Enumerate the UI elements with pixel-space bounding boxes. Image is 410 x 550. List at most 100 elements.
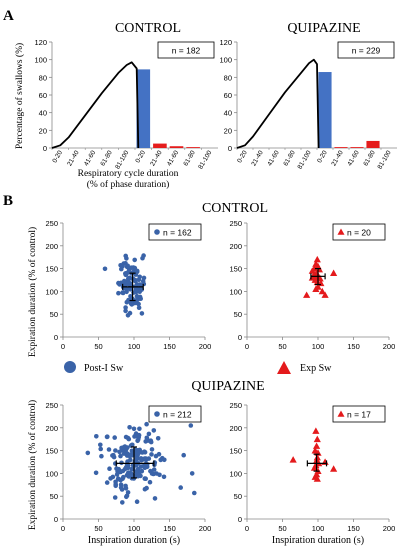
b-quip-post-point [188, 423, 194, 428]
a-quipazine-ytick-label: 60 [224, 91, 232, 100]
b-quip-exp-ytick-label: 50 [234, 492, 242, 501]
b-quip-post-point [135, 438, 140, 444]
a-quipazine-n-label: n = 229 [352, 46, 381, 56]
b-quip-post-point [181, 452, 186, 458]
a-quipazine-bar-6 [334, 147, 348, 148]
b-control-post-point [141, 275, 147, 281]
b-control-post-xtick-label: 150 [163, 342, 176, 351]
a-quipazine-ytick-label: 80 [224, 73, 232, 82]
b-control-exp-point [318, 287, 326, 295]
b-quip-ylabel: Expiration duration (% of control) [27, 400, 38, 530]
a-ylabel: Percentage of swallows (%) [14, 43, 25, 149]
b-control-exp-ytick-label: 100 [229, 287, 242, 296]
a-quipazine-ytick-label: 0 [228, 144, 232, 153]
a-quipazine-bar-5 [318, 72, 332, 148]
b-quip-exp-ytick-label: 200 [229, 424, 242, 433]
b-quip-post-point [127, 425, 132, 430]
a-quipazine-n-box [337, 41, 395, 59]
b-quip-exp-point [330, 465, 338, 472]
b-quip-post-point [142, 486, 148, 492]
b-quip-post-point [136, 450, 142, 456]
b-control-exp-xtick-label: 150 [347, 342, 360, 351]
b-quip-post-point [130, 442, 135, 448]
b-quip-post-point [143, 461, 148, 467]
a-quipazine-xtick-label: 21-40 [250, 149, 265, 167]
b-control-post-point [123, 308, 128, 314]
b-control-exp-point [303, 291, 311, 298]
b-quip-post-point [137, 426, 142, 432]
b-quip-post-point [121, 474, 126, 480]
b-quip-post-point [104, 434, 110, 440]
a-control-xtick-label: 61-80 [182, 149, 197, 167]
legend-post-i-label: Post-I Sw [84, 363, 124, 374]
b-quip-post-point [152, 496, 158, 501]
b-control-post-point [139, 311, 145, 316]
b-quip-exp-xtick-label: 100 [312, 524, 325, 533]
legend-exp-marker [277, 361, 291, 374]
b-control-exp-xtick-label: 50 [278, 342, 286, 351]
b-quip-post-point [136, 432, 142, 438]
b-control-exp-xtick-label: 0 [245, 342, 249, 351]
b-quip-post-point [140, 450, 145, 455]
b-quip-post-point [128, 457, 133, 463]
b-control-post-point [136, 305, 142, 311]
b-quip-post-point [107, 466, 112, 472]
b-quip-exp-ytick-label: 0 [238, 515, 242, 524]
b-quip-post-point [85, 450, 91, 456]
a-quipazine-xtick-label: 61-80 [282, 149, 297, 167]
b-quip-post-point [108, 476, 113, 481]
b-control-post-xtick-label: 200 [199, 342, 212, 351]
b-control-post-point [133, 286, 139, 292]
b-control-title: CONTROL [202, 201, 268, 216]
b-quip-post-point [148, 468, 153, 474]
b-quip-post-point [151, 467, 157, 472]
b-quip-post-point [123, 483, 128, 489]
b-control-post-point [133, 300, 139, 306]
a-control-ytick-label: 20 [39, 126, 47, 135]
b-control-exp-point [330, 269, 338, 277]
b-quip-post-point [155, 436, 161, 441]
b-control-post-n-box [148, 223, 202, 241]
a-control-bar-6 [153, 143, 167, 148]
b-quip-post-point [126, 470, 131, 476]
a-quipazine-ytick-label: 120 [219, 38, 232, 47]
panel-label-a: A [3, 8, 14, 24]
b-control-post-point [126, 276, 131, 281]
b-quip-post-point [122, 466, 128, 472]
b-quip-post-point [114, 472, 120, 477]
b-quip-post-point [143, 476, 148, 482]
b-control-post-point [137, 274, 142, 280]
b-quipazine-title: QUIPAZINE [191, 379, 264, 394]
b-quip-post-ytick-label: 0 [54, 515, 58, 524]
b-quip-exp-ytick-label: 100 [229, 469, 242, 478]
b-control-post-point [120, 290, 126, 296]
b-quip-post-point [116, 467, 122, 473]
a-quipazine-ytick-label: 100 [219, 56, 232, 65]
b-control-post-point [102, 266, 108, 272]
a-control-xtick-label: 81-100 [114, 149, 130, 170]
a-xlabel: Respiratory cycle duration [78, 169, 179, 179]
b-control-post-point [138, 296, 143, 302]
b-control-exp-xtick-label: 100 [312, 342, 325, 351]
a-control-ytick-label: 40 [39, 109, 47, 118]
b-quip-post-point [118, 482, 124, 488]
b-control-post-ytick-label: 50 [50, 310, 58, 319]
a-quipazine-xtick-label: 0-20 [236, 149, 249, 164]
b-quip-post-point [189, 471, 195, 476]
a-control-xtick-label: 81-100 [197, 149, 213, 170]
b-quip-post-point [158, 457, 163, 463]
b-quip-post-ytick-label: 50 [50, 492, 58, 501]
b-quip-post-xtick-label: 50 [94, 524, 102, 533]
a-control-xtick-label: 0-20 [51, 149, 64, 164]
a-quipazine-xtick-label: 0-20 [316, 149, 329, 164]
a-control-n-box [157, 41, 215, 59]
b-quip-post-point [146, 431, 152, 437]
b-control-post-point [132, 257, 137, 263]
b-quip-post-point [133, 433, 138, 439]
b-quip-post-point [134, 499, 140, 505]
b-quip-post-point [99, 453, 104, 459]
b-quip-post-point [149, 447, 155, 452]
a-control-bar-8 [186, 147, 200, 148]
a-quipazine-xtick-label: 21-40 [330, 149, 345, 167]
b-quip-exp-xtick-label: 150 [347, 524, 360, 533]
